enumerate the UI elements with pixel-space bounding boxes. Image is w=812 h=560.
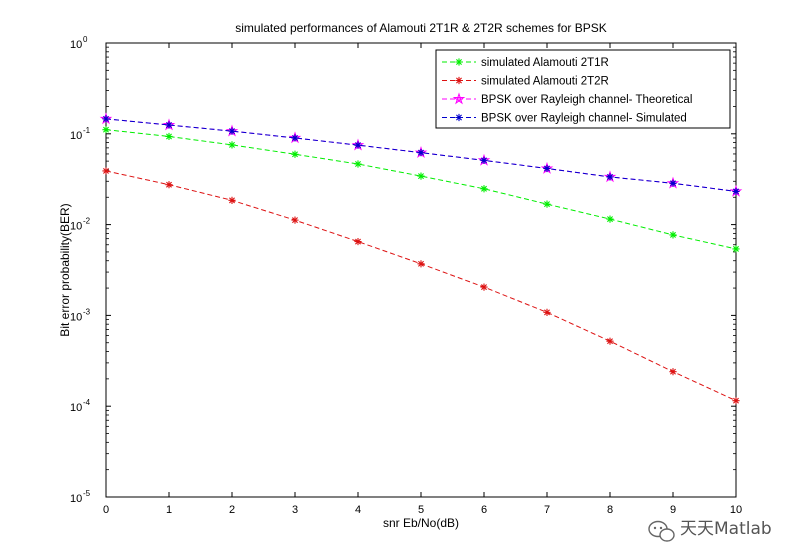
- data-point: [543, 164, 551, 173]
- series-1: [102, 126, 740, 253]
- data-point: [291, 134, 299, 142]
- data-point: [354, 160, 362, 168]
- data-point: [354, 237, 362, 246]
- legend-marker: [455, 58, 463, 66]
- x-tick-label: 6: [481, 504, 487, 516]
- legend-item: BPSK over Rayleigh channel- Simulated: [442, 113, 687, 125]
- y-tick-label: 10-5: [70, 489, 91, 505]
- data-point: [228, 196, 236, 204]
- wechat-icon: [648, 520, 675, 542]
- y-tick-label: 10-2: [70, 217, 91, 233]
- data-point: [228, 127, 236, 135]
- data-point: [606, 173, 614, 181]
- y-tick-base: 10: [70, 402, 82, 414]
- x-tick-label: 7: [544, 504, 550, 516]
- legend-label: simulated Alamouti 2T1R: [481, 57, 609, 69]
- data-point: [606, 337, 614, 345]
- data-point: [417, 149, 425, 157]
- legend-label: BPSK over Rayleigh channel- Simulated: [481, 113, 687, 125]
- legend-item: simulated Alamouti 2T2R: [442, 76, 609, 88]
- y-tick-exponent: 0: [83, 35, 88, 44]
- y-tick-exponent: -3: [83, 307, 91, 316]
- x-tick-label: 0: [103, 504, 109, 516]
- x-tick-label: 4: [355, 504, 361, 516]
- x-axis: 0 1 2 3 4 5 6 7 8 9 10: [103, 43, 742, 516]
- data-point: [480, 283, 488, 291]
- data-point: [669, 231, 677, 239]
- data-point: [291, 216, 299, 224]
- legend-label: BPSK over Rayleigh channel- Theoretical: [481, 94, 692, 106]
- x-tick-label: 5: [418, 504, 424, 516]
- data-point: [732, 187, 740, 196]
- data-point: [165, 132, 173, 141]
- legend-item: BPSK over Rayleigh channel- Theoretical: [442, 92, 692, 106]
- legend: simulated Alamouti 2T1R simulated Alamout…: [435, 49, 731, 129]
- y-tick-label: 10-1: [70, 126, 91, 142]
- data-point: [354, 141, 362, 149]
- chart-title: simulated performances of Alamouti 2T1R …: [235, 21, 607, 35]
- data-point: [165, 181, 173, 189]
- data-point: [102, 126, 110, 134]
- data-point: [543, 200, 551, 208]
- series-layer: [99, 112, 743, 405]
- y-tick-exponent: -4: [83, 398, 91, 407]
- data-point: [165, 121, 173, 129]
- data-point: [732, 397, 740, 405]
- series-line: [105, 129, 737, 250]
- legend-marker: [455, 76, 463, 85]
- data-point: [480, 156, 488, 164]
- x-tick-label: 3: [292, 504, 298, 516]
- legend-box: [435, 49, 731, 129]
- data-point: [606, 215, 614, 223]
- x-tick-label: 1: [166, 504, 172, 516]
- data-point: [102, 115, 110, 123]
- y-tick-exponent: -1: [83, 126, 91, 135]
- data-point: [669, 179, 677, 187]
- data-point: [228, 141, 236, 149]
- series-2: [102, 167, 740, 405]
- x-tick-label: 9: [670, 504, 676, 516]
- legend-label: simulated Alamouti 2T2R: [481, 76, 609, 88]
- legend-item: simulated Alamouti 2T1R: [442, 57, 609, 69]
- legend-marker: [455, 113, 463, 122]
- x-tick-label: 8: [607, 504, 613, 516]
- data-point: [543, 308, 551, 316]
- y-tick-base: 10: [70, 493, 82, 505]
- x-tick-label: 10: [730, 504, 742, 516]
- data-point: [669, 368, 677, 376]
- data-point: [417, 260, 425, 268]
- data-point: [102, 167, 110, 175]
- y-tick-exponent: -5: [83, 489, 91, 498]
- x-tick-label: 2: [229, 504, 235, 516]
- data-point: [480, 185, 488, 193]
- watermark-text: 天天Matlab: [680, 519, 772, 539]
- x-axis-label: snr Eb/No(dB): [383, 516, 459, 530]
- legend-marker: [452, 92, 466, 105]
- y-tick-exponent: -2: [83, 217, 91, 226]
- data-point: [417, 172, 425, 180]
- y-tick-base: 10: [70, 39, 82, 51]
- watermark: 天天Matlab: [648, 519, 772, 542]
- y-tick-base: 10: [70, 311, 82, 323]
- y-axis-label: Bit error probability(BER): [58, 203, 72, 336]
- y-tick-base: 10: [70, 130, 82, 142]
- y-tick-label: 100: [70, 35, 88, 51]
- y-tick-label: 10-3: [70, 307, 91, 323]
- data-point: [291, 150, 299, 158]
- y-tick-base: 10: [70, 221, 82, 233]
- y-tick-label: 10-4: [70, 398, 91, 414]
- series-4: [102, 115, 740, 196]
- data-point: [732, 245, 740, 253]
